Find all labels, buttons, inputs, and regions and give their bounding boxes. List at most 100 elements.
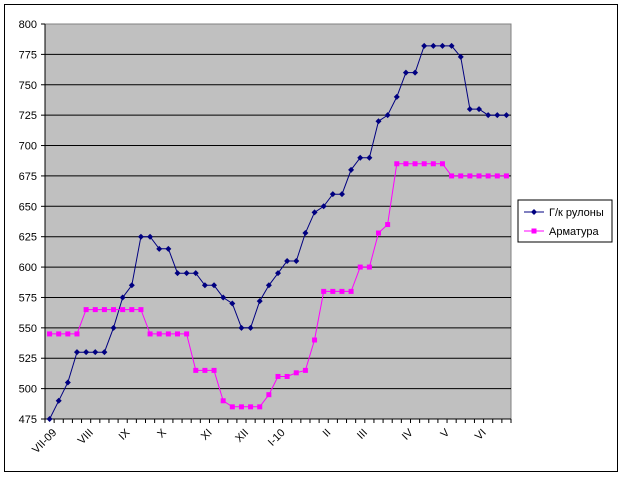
data-point xyxy=(137,233,144,240)
data-point xyxy=(120,307,126,313)
plot-area xyxy=(44,23,512,420)
data-point xyxy=(312,337,318,343)
data-point xyxy=(192,270,199,277)
data-point xyxy=(202,367,208,373)
data-point xyxy=(394,161,400,167)
y-tick-label: 500 xyxy=(19,384,37,396)
data-point xyxy=(293,370,299,376)
data-point xyxy=(385,222,391,228)
data-point xyxy=(65,331,71,337)
data-point xyxy=(348,166,355,173)
data-point xyxy=(421,42,428,49)
data-point xyxy=(174,331,180,337)
data-point xyxy=(138,307,144,313)
data-point xyxy=(293,258,300,264)
data-point xyxy=(476,173,482,179)
data-point xyxy=(266,392,272,398)
data-point xyxy=(229,300,236,307)
data-point xyxy=(193,367,199,373)
data-point xyxy=(74,331,80,337)
data-point xyxy=(83,307,89,313)
data-point xyxy=(320,203,327,210)
data-point xyxy=(466,106,473,113)
x-tick-label: VII-09 xyxy=(30,427,59,456)
x-tick-label: X xyxy=(155,426,169,440)
y-tick-label: 575 xyxy=(19,292,37,304)
x-tick-label: XI xyxy=(199,427,215,443)
data-point xyxy=(284,258,291,264)
data-point xyxy=(92,307,98,313)
data-point xyxy=(449,173,455,179)
data-point xyxy=(265,282,272,289)
data-point xyxy=(339,288,345,294)
data-point xyxy=(402,69,409,76)
legend-marker xyxy=(531,209,537,215)
data-point xyxy=(503,112,510,119)
data-point xyxy=(384,112,391,119)
data-point xyxy=(421,161,427,167)
data-point xyxy=(220,294,227,301)
data-point xyxy=(448,42,455,49)
series-group xyxy=(46,42,510,422)
data-point xyxy=(257,404,263,410)
data-point xyxy=(56,331,62,337)
y-tick-label: 675 xyxy=(19,171,37,183)
data-point xyxy=(476,106,483,113)
data-point xyxy=(430,42,437,49)
data-point xyxy=(366,264,372,270)
data-point xyxy=(311,209,318,216)
data-point xyxy=(47,331,53,337)
data-point xyxy=(275,270,281,277)
series-group xyxy=(47,161,509,410)
data-point xyxy=(248,404,254,410)
data-point xyxy=(503,173,509,179)
data-point xyxy=(485,112,492,119)
x-tick-label: VIII xyxy=(76,427,96,447)
data-point xyxy=(156,331,162,337)
data-point xyxy=(101,349,108,356)
data-point xyxy=(321,288,327,294)
data-point xyxy=(147,331,153,337)
y-tick-label: 600 xyxy=(19,262,37,274)
data-point xyxy=(494,173,500,179)
y-tick-label: 625 xyxy=(19,232,37,244)
data-point xyxy=(229,404,235,410)
legend-label: Арматура xyxy=(549,226,600,238)
x-tick-label: IX xyxy=(117,426,133,442)
data-point xyxy=(302,230,309,237)
data-point xyxy=(366,154,373,161)
data-point xyxy=(494,112,501,119)
data-point xyxy=(393,93,400,100)
data-point xyxy=(101,307,107,313)
data-point xyxy=(83,349,90,356)
data-point xyxy=(412,161,418,167)
data-point xyxy=(184,331,190,337)
data-point xyxy=(302,367,308,373)
data-point xyxy=(376,230,382,236)
data-point xyxy=(128,282,135,289)
data-point xyxy=(156,245,163,252)
data-point xyxy=(55,397,62,404)
y-tick-label: 700 xyxy=(19,141,37,153)
data-point xyxy=(174,270,181,277)
data-point xyxy=(73,349,80,356)
legend-marker xyxy=(531,228,537,234)
data-point xyxy=(439,161,445,167)
data-point xyxy=(284,373,290,379)
data-point xyxy=(357,264,363,270)
data-point xyxy=(430,161,436,167)
data-point xyxy=(165,331,171,337)
data-point xyxy=(165,245,172,252)
y-tick-label: 550 xyxy=(19,323,37,335)
data-point xyxy=(412,69,419,76)
data-point xyxy=(238,324,245,331)
y-tick-label: 775 xyxy=(19,49,37,61)
data-point xyxy=(275,373,281,379)
data-point xyxy=(211,367,217,373)
legend-box xyxy=(517,199,613,243)
x-tick-label: XII xyxy=(233,427,251,445)
data-point xyxy=(211,282,218,289)
data-point xyxy=(329,191,336,198)
data-point xyxy=(183,270,190,277)
